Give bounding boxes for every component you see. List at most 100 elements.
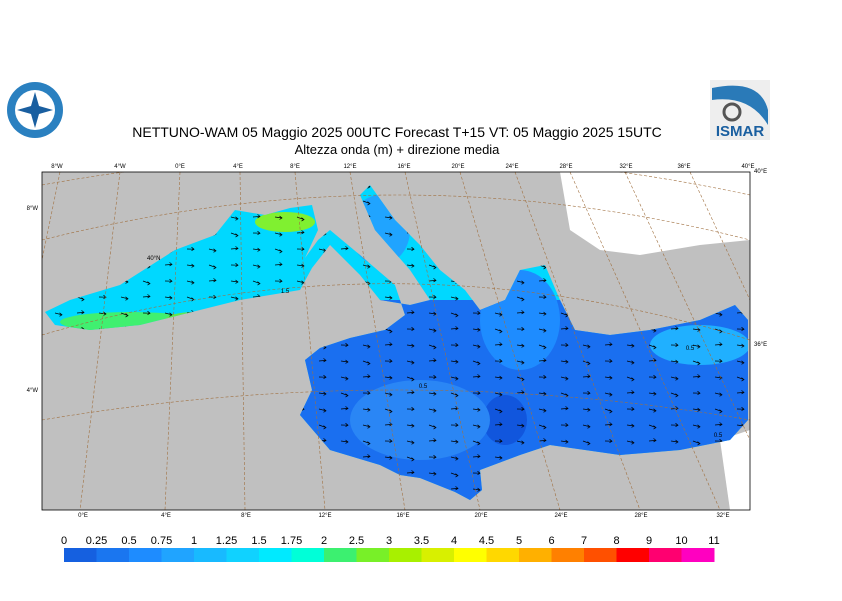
arrow bbox=[538, 311, 547, 316]
arrow bbox=[560, 342, 569, 348]
outside-domain bbox=[720, 430, 750, 510]
arrow bbox=[472, 374, 481, 379]
arrow bbox=[736, 390, 745, 395]
arrow bbox=[494, 422, 503, 427]
arrow bbox=[362, 374, 371, 379]
arrow bbox=[516, 406, 525, 412]
arrow bbox=[384, 375, 393, 380]
arrow bbox=[252, 214, 261, 219]
colorbar-swatch bbox=[96, 548, 130, 562]
lon-label: 20°E bbox=[451, 164, 464, 170]
arrow bbox=[230, 296, 239, 301]
arrow bbox=[538, 344, 547, 350]
colorbar-label: 3 bbox=[386, 535, 392, 547]
arrow bbox=[450, 406, 459, 411]
colorbar-swatch bbox=[389, 548, 422, 562]
colorbar-label: 10 bbox=[675, 535, 687, 547]
colorbar-swatch bbox=[454, 548, 487, 562]
colorbar-swatch bbox=[226, 548, 260, 562]
arrow bbox=[560, 359, 569, 364]
arrow bbox=[560, 422, 569, 428]
colorbar-swatch bbox=[681, 548, 715, 562]
arrow bbox=[450, 472, 459, 478]
lon-label: 16°E bbox=[397, 164, 410, 170]
lon-label: 28°E bbox=[559, 164, 572, 170]
lon-label: 36°E bbox=[677, 164, 690, 170]
colorbar-label: 4.5 bbox=[479, 535, 494, 547]
arrow bbox=[384, 295, 393, 300]
arrow bbox=[230, 246, 239, 251]
logo-right: ISMAR bbox=[710, 80, 770, 140]
arrow bbox=[252, 264, 261, 269]
arrow bbox=[450, 486, 459, 491]
arrow bbox=[714, 408, 723, 414]
arrow bbox=[362, 200, 371, 206]
logo-text: ISMAR bbox=[716, 123, 765, 140]
subtitle: Altezza onda (m) + direzione media bbox=[295, 142, 501, 157]
arrow bbox=[626, 390, 635, 395]
arrow bbox=[472, 454, 481, 459]
arrow bbox=[604, 375, 613, 380]
arrow bbox=[340, 406, 349, 411]
arrow bbox=[494, 392, 503, 397]
arrow bbox=[450, 439, 459, 444]
arrow bbox=[428, 294, 437, 300]
lon-label: 28°E bbox=[634, 513, 647, 519]
arrow bbox=[450, 326, 459, 331]
arrow bbox=[538, 358, 547, 363]
lon-label: 0°E bbox=[175, 164, 185, 170]
arrow bbox=[208, 294, 217, 300]
arrow bbox=[604, 408, 613, 414]
arrow bbox=[714, 312, 723, 317]
arrow bbox=[626, 343, 635, 348]
arrow bbox=[604, 392, 613, 397]
arrow bbox=[274, 215, 283, 220]
colorbar-swatch bbox=[324, 548, 357, 562]
lon-label: 8°W bbox=[51, 164, 63, 170]
arrow bbox=[164, 262, 173, 267]
arrow bbox=[340, 392, 349, 398]
arrow bbox=[472, 470, 481, 476]
arrow bbox=[648, 408, 657, 413]
arrow bbox=[670, 326, 679, 331]
arrow bbox=[538, 424, 547, 430]
arrow bbox=[186, 280, 195, 285]
arrow bbox=[670, 439, 679, 444]
arrow bbox=[494, 342, 503, 347]
arrow bbox=[428, 471, 437, 476]
arrow bbox=[692, 390, 701, 396]
arrow bbox=[472, 487, 481, 492]
arrow bbox=[428, 374, 437, 380]
arrow bbox=[428, 408, 437, 413]
map bbox=[42, 172, 750, 510]
arrow bbox=[648, 374, 657, 380]
arrow bbox=[98, 311, 107, 316]
lat-label: 4°W bbox=[27, 388, 39, 394]
colorbar-label: 1 bbox=[191, 535, 197, 547]
colorbar-label: 0.25 bbox=[86, 535, 107, 547]
arrow bbox=[230, 262, 239, 268]
arrow bbox=[582, 407, 591, 412]
arrow bbox=[230, 232, 239, 238]
arrow bbox=[582, 344, 591, 349]
colorbar-swatch bbox=[486, 548, 520, 562]
contour-label: 1.5 bbox=[281, 289, 290, 295]
arrow bbox=[428, 311, 437, 316]
arrow bbox=[494, 375, 503, 380]
arrow bbox=[274, 262, 283, 267]
arrow bbox=[516, 440, 525, 445]
colorbar-swatch bbox=[194, 548, 227, 562]
arrow bbox=[450, 296, 459, 301]
arrow bbox=[252, 230, 261, 236]
logo-left bbox=[7, 82, 63, 138]
arrow bbox=[340, 246, 349, 251]
arrow bbox=[120, 312, 129, 318]
arrow bbox=[450, 376, 459, 381]
arrow bbox=[516, 360, 525, 365]
arrow bbox=[406, 376, 415, 382]
arrow bbox=[692, 374, 701, 379]
arrow bbox=[538, 328, 547, 333]
lon-label: 24°E bbox=[505, 164, 518, 170]
arrow bbox=[428, 278, 437, 283]
